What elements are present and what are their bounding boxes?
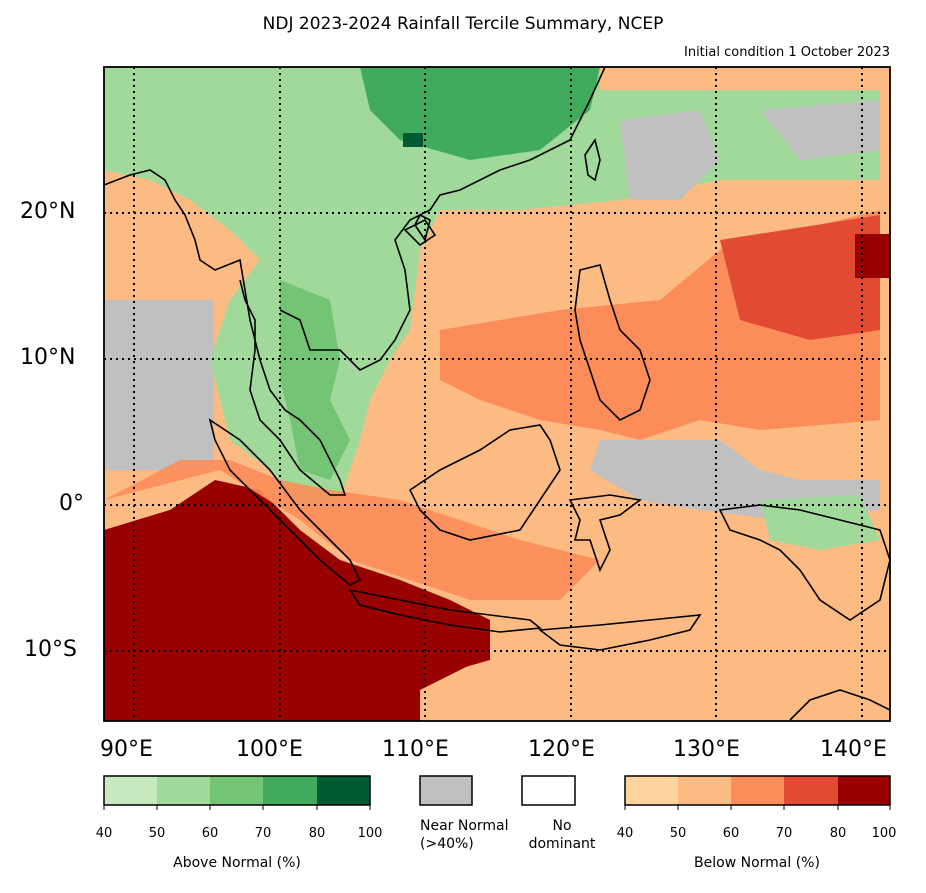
- region-below-normal-java-sea: [104, 460, 600, 600]
- legend-above-title: Above Normal (%): [173, 855, 301, 871]
- map-title: NDJ 2023-2024 Rainfall Tercile Summary, …: [262, 14, 664, 34]
- legend-no-dominant-title: No dominant: [528, 818, 596, 852]
- lon-label-100e: 100°E: [236, 737, 303, 762]
- legend-above-tick: 70: [254, 826, 272, 841]
- region-below-normal-strong-east: [720, 215, 880, 340]
- legend-above-tick: 60: [201, 826, 219, 841]
- region-above-normal-indochina: [280, 280, 350, 480]
- map-subtitle: Initial condition 1 October 2023: [684, 45, 890, 60]
- legend-above-tick: 100: [357, 826, 383, 841]
- graticule: [104, 67, 890, 721]
- lon-label-90e: 90°E: [100, 737, 153, 762]
- legend-below-normal-bar: [624, 775, 891, 806]
- lon-label-140e: 140°E: [820, 737, 887, 762]
- lat-label-10s: 10°S: [24, 637, 77, 662]
- legend-above-tick: 80: [308, 826, 326, 841]
- legend-below-title: Below Normal (%): [694, 855, 820, 871]
- legend-near-normal-title: Near Normal (>40%): [420, 818, 509, 852]
- legend-below-tick: 80: [829, 826, 847, 841]
- region-near-normal-west: [104, 300, 214, 470]
- cell-above-normal-max: [403, 133, 423, 147]
- region-below-normal-indian-ocean-core: [104, 485, 490, 700]
- legend-above-tick: 40: [95, 826, 113, 841]
- legend-no-dominant-box: [521, 775, 576, 806]
- region-near-normal-northeast: [620, 110, 720, 200]
- legend-below-tick: 100: [871, 826, 897, 841]
- map-frame: [103, 66, 891, 722]
- legend-below-tick: 40: [616, 826, 634, 841]
- coastlines: [104, 67, 890, 721]
- region-near-normal-northeast-2: [760, 100, 880, 160]
- lon-label-110e: 110°E: [382, 737, 449, 762]
- legend-above-normal-bar: [103, 775, 371, 806]
- legend-below-tick: 70: [775, 826, 793, 841]
- cell-below-normal-max-east: [855, 234, 890, 278]
- legend-below-tick: 60: [722, 826, 740, 841]
- lat-label-20n: 20°N: [20, 199, 76, 224]
- lon-label-120e: 120°E: [528, 737, 595, 762]
- legend-below-tick: 50: [669, 826, 687, 841]
- legend-above-tick: 50: [148, 826, 166, 841]
- legend-near-normal-box: [419, 775, 473, 806]
- lon-label-130e: 130°E: [673, 737, 740, 762]
- legend-ticks: [103, 805, 891, 810]
- lat-label-0: 0°: [59, 491, 84, 516]
- lat-label-10n: 10°N: [20, 345, 76, 370]
